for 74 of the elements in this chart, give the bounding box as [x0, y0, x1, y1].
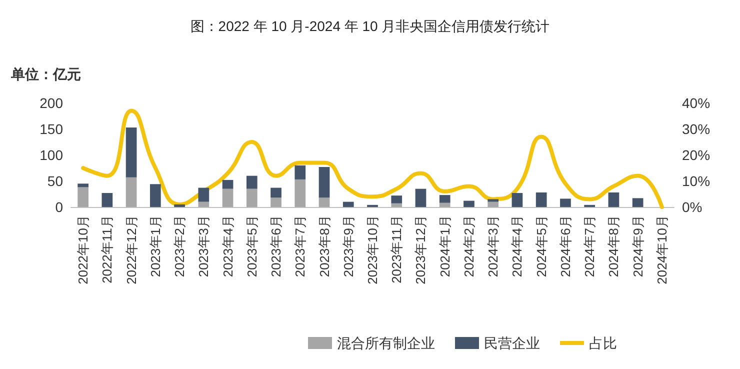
bar	[150, 184, 161, 207]
x-tick-label: 2022年12月	[124, 215, 139, 284]
x-tick-label: 2023年11月	[389, 215, 404, 284]
bar	[294, 165, 306, 180]
y-tick-label: 150	[40, 121, 64, 137]
legend-label: 混合所有制企业	[337, 335, 435, 351]
bar	[608, 192, 620, 207]
x-tick-label: 2023年9月	[340, 215, 356, 278]
bar	[222, 188, 234, 207]
bar	[488, 199, 499, 202]
bar	[318, 166, 330, 198]
y-tick-label: 100	[40, 147, 64, 163]
bar	[78, 184, 88, 188]
y2-tick-label: 20%	[682, 147, 710, 163]
bar	[536, 192, 547, 207]
chart-title: 图：2022 年 10 月-2024 年 10 月非央国企信用债发行统计	[190, 18, 550, 34]
bar	[246, 176, 258, 189]
bar	[246, 188, 258, 207]
legend-label: 民营企业	[484, 335, 540, 351]
x-tick-label: 2024年7月	[582, 215, 598, 278]
bar	[391, 203, 402, 207]
bar	[102, 192, 113, 207]
bar	[270, 188, 282, 198]
legend-label: 占比	[589, 335, 617, 351]
y2-tick-label: 30%	[682, 121, 710, 137]
y-axis-title: 单位：亿元	[10, 66, 81, 82]
bar	[126, 177, 137, 207]
bar	[415, 188, 426, 207]
bar	[512, 192, 523, 207]
bar	[174, 204, 185, 207]
x-tick-label: 2023年5月	[244, 215, 260, 278]
x-tick-label: 2022年11月	[100, 215, 115, 284]
x-tick-label: 2024年9月	[630, 215, 646, 278]
y-tick-label: 200	[40, 95, 64, 111]
bar	[294, 179, 306, 207]
bar	[391, 196, 402, 204]
x-tick-label: 2023年7月	[292, 215, 308, 278]
bar	[464, 200, 474, 207]
bar	[439, 202, 450, 207]
line-series	[81, 108, 664, 209]
x-tick-label: 2023年10月	[365, 215, 380, 284]
bar	[222, 180, 234, 189]
x-tick-label: 2022年10月	[76, 215, 91, 284]
x-tick-label: 2023年3月	[196, 215, 212, 278]
x-tick-label: 2024年5月	[534, 215, 549, 278]
x-tick-label: 2024年1月	[437, 215, 452, 278]
x-tick-label: 2023年12月	[413, 215, 428, 284]
x-tick-label: 2024年6月	[558, 215, 573, 278]
bar	[126, 127, 137, 178]
y2-tick-label: 0%	[682, 199, 702, 215]
bar	[560, 198, 571, 207]
y2-tick-label: 10%	[682, 173, 710, 189]
bar	[342, 202, 354, 207]
bar	[488, 202, 499, 207]
y-tick-label: 50	[47, 173, 64, 189]
x-tick-label: 2024年10月	[654, 215, 670, 284]
x-tick-label: 2023年8月	[316, 215, 332, 278]
bar	[632, 198, 644, 207]
bar	[198, 188, 210, 202]
bar	[270, 198, 282, 207]
y-tick-label: 0	[55, 199, 64, 215]
x-tick-label: 2024年2月	[461, 215, 476, 278]
x-tick-label: 2024年3月	[486, 215, 501, 278]
bar	[198, 202, 210, 207]
x-tick-label: 2023年2月	[172, 215, 188, 278]
x-tick-label: 2024年8月	[606, 215, 622, 278]
bar	[318, 198, 330, 207]
x-tick-label: 2023年6月	[268, 215, 284, 278]
x-tick-label: 2023年4月	[220, 215, 236, 278]
x-tick-label: 2024年4月	[510, 215, 525, 278]
bar	[78, 187, 88, 207]
bar	[439, 195, 450, 203]
y2-tick-label: 40%	[682, 95, 710, 111]
x-tick-label: 2023年1月	[148, 215, 163, 278]
